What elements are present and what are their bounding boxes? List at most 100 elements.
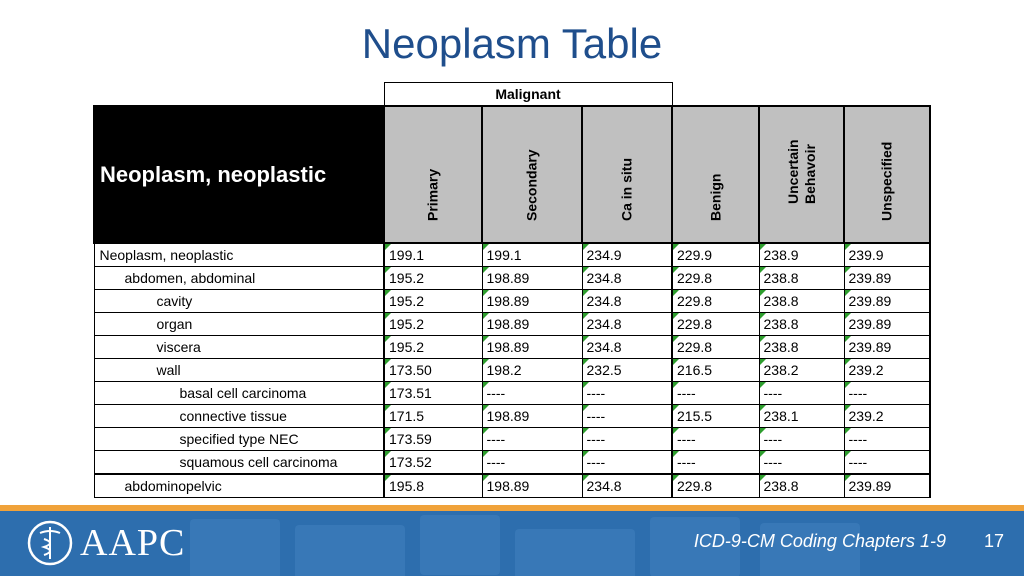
footer-course-title: ICD-9-CM Coding Chapters 1-9 (693, 531, 946, 551)
value-cell-secondary: 198.89 (481, 473, 583, 498)
row-name-label: abdominopelvic (124, 478, 222, 494)
row-name-label: squamous cell carcinoma (179, 454, 338, 470)
logo-text: AAPC (80, 522, 186, 564)
value-cell-benign: ---- (671, 450, 760, 475)
value-cell-ca-in-situ: 234.8 (581, 312, 673, 336)
value-cell-uncertain-behavior: 238.8 (758, 335, 845, 359)
value-cell-uncertain-behavior: 238.9 (758, 242, 845, 267)
value-cell-primary: 173.52 (383, 450, 483, 475)
footer-decor-block (515, 529, 635, 576)
row-name-label: wall (156, 362, 181, 378)
value-cell-ca-in-situ: ---- (581, 450, 673, 475)
column-header-unspecified: Unspecified (843, 105, 931, 244)
value-cell-benign: ---- (671, 427, 760, 451)
footer-decor-block (190, 519, 280, 576)
row-name-label: viscera (156, 339, 201, 355)
slide-title: Neoplasm Table (361, 20, 663, 67)
column-header-benign: Benign (671, 105, 760, 244)
value-cell-benign: 229.9 (671, 242, 760, 267)
column-header-label: Ca in situ (618, 157, 635, 221)
value-cell-primary: 171.5 (383, 404, 483, 428)
row-name-cell: cavity (93, 289, 384, 313)
neoplasm-table: Malignant Neoplasm, neoplastic Primary S… (93, 82, 931, 498)
value-cell-uncertain-behavior: ---- (758, 427, 845, 451)
column-header-secondary: Secondary (481, 105, 583, 244)
blank-header-area (672, 83, 930, 107)
value-cell-secondary: 198.89 (481, 266, 583, 290)
value-cell-primary: 173.51 (383, 381, 483, 405)
value-cell-secondary: 198.89 (481, 312, 583, 336)
table-row: squamous cell carcinoma 173.52 ---- ---- ---… (93, 450, 931, 475)
value-cell-primary: 195.2 (383, 312, 483, 336)
value-cell-benign: 229.8 (671, 266, 760, 290)
value-cell-unspecified: 239.2 (843, 358, 931, 382)
row-name-label: connective tissue (179, 408, 287, 424)
value-cell-benign: ---- (671, 381, 760, 405)
value-cell-secondary: 198.89 (481, 289, 583, 313)
table-row: organ 195.2 198.89 234.8 229.8 238.8 239.89 (93, 312, 931, 336)
row-name-cell: abdominopelvic (93, 473, 384, 498)
value-cell-secondary: ---- (481, 450, 583, 475)
value-cell-benign: 229.8 (671, 473, 760, 498)
row-name-cell: abdomen, abdominal (93, 266, 384, 290)
value-cell-secondary: 198.89 (481, 335, 583, 359)
table-row: abdominopelvic 195.8 198.89 234.8 229.8 238.8… (93, 473, 931, 498)
table-row: abdomen, abdominal 195.2 198.89 234.8 229.8 2… (93, 266, 931, 290)
column-header-label: Benign (707, 173, 723, 221)
value-cell-uncertain-behavior: 238.8 (758, 312, 845, 336)
value-cell-ca-in-situ: 234.8 (581, 289, 673, 313)
row-header-cell: Neoplasm, neoplastic (93, 105, 385, 244)
row-name-label: organ (156, 316, 193, 332)
table-row: cavity 195.2 198.89 234.8 229.8 238.8 239.89 (93, 289, 931, 313)
footer-decor-block (650, 517, 740, 576)
slide-footer: AAPC ICD-9-CM Coding Chapters 1-9 17 (0, 511, 1024, 576)
column-header-uncertain-behavior: Uncertain Behavoir (758, 105, 845, 244)
value-cell-unspecified: ---- (843, 427, 931, 451)
value-cell-ca-in-situ: ---- (581, 381, 673, 405)
value-cell-primary: 173.50 (383, 358, 483, 382)
column-header-label: Unspecified (878, 141, 895, 221)
footer-decor-block (760, 523, 860, 576)
caduceus-emblem-icon (27, 520, 73, 566)
blank-corner (94, 83, 384, 107)
value-cell-secondary: ---- (481, 381, 583, 405)
table-row: basal cell carcinoma 173.51 ---- ---- ---- --… (93, 381, 931, 405)
value-cell-benign: 229.8 (671, 289, 760, 313)
value-cell-uncertain-behavior: 238.1 (758, 404, 845, 428)
row-name-label: Neoplasm, neoplastic (99, 247, 234, 263)
row-name-cell: viscera (93, 335, 384, 359)
value-cell-uncertain-behavior: 238.8 (758, 289, 845, 313)
value-cell-primary: 195.2 (383, 266, 483, 290)
column-header-ca-in-situ: Ca in situ (581, 105, 673, 244)
footer-accent-stripe (0, 505, 1024, 511)
value-cell-uncertain-behavior: ---- (758, 381, 845, 405)
value-cell-unspecified: 239.89 (843, 312, 931, 336)
malignant-group-header: Malignant (383, 82, 673, 107)
value-cell-uncertain-behavior: 238.8 (758, 473, 845, 498)
footer-decor-block (295, 525, 405, 576)
value-cell-unspecified: 239.89 (843, 266, 931, 290)
value-cell-unspecified: 239.89 (843, 289, 931, 313)
value-cell-ca-in-situ: ---- (581, 404, 673, 428)
table-row: specified type NEC 173.59 ---- ---- ---- ----… (93, 427, 931, 451)
row-name-label: basal cell carcinoma (179, 385, 307, 401)
value-cell-primary: 199.1 (383, 242, 483, 267)
table-row: connective tissue 171.5 198.89 ---- 215.5 238… (93, 404, 931, 428)
value-cell-ca-in-situ: 234.8 (581, 266, 673, 290)
column-header-label: Primary (424, 168, 441, 221)
table-row: viscera 195.2 198.89 234.8 229.8 238.8 239.89 (93, 335, 931, 359)
value-cell-unspecified: ---- (843, 381, 931, 405)
value-cell-primary: 195.2 (383, 289, 483, 313)
value-cell-unspecified: 239.9 (843, 242, 931, 267)
row-name-cell: wall (93, 358, 384, 382)
column-header-label: Uncertain Behavoir (784, 139, 818, 204)
row-header-label: Neoplasm, neoplastic (100, 161, 327, 187)
row-name-cell: basal cell carcinoma (93, 381, 384, 405)
table-row: Neoplasm, neoplastic 199.1 199.1 234.9 229.9… (93, 242, 931, 267)
value-cell-unspecified: 239.89 (843, 335, 931, 359)
value-cell-ca-in-situ: 234.8 (581, 335, 673, 359)
value-cell-unspecified: ---- (843, 450, 931, 475)
page-number: 17 (983, 531, 1004, 551)
value-cell-benign: 229.8 (671, 335, 760, 359)
value-cell-benign: 216.5 (671, 358, 760, 382)
